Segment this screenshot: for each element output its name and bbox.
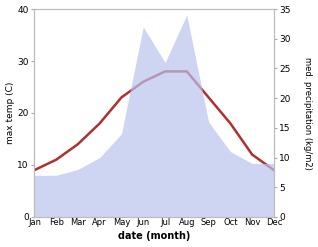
X-axis label: date (month): date (month): [118, 231, 190, 242]
Y-axis label: med. precipitation (kg/m2): med. precipitation (kg/m2): [303, 57, 313, 169]
Y-axis label: max temp (C): max temp (C): [5, 82, 15, 144]
